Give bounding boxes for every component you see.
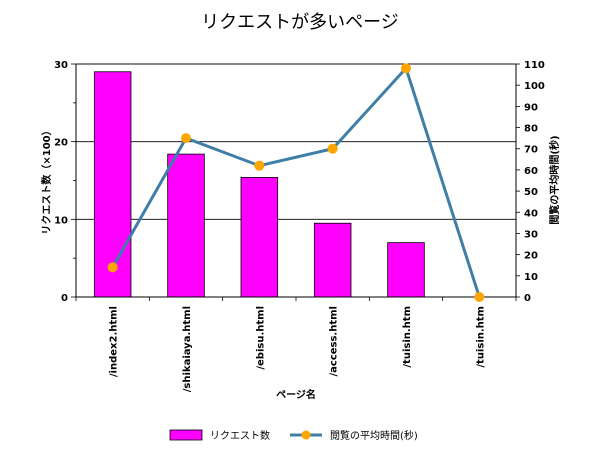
bar <box>93 71 132 298</box>
line-point <box>401 63 411 74</box>
x-tick-labels: /index2.html/shikaiaya.html/ebisu.html/a… <box>109 306 487 392</box>
y-tick-label: 0 <box>61 293 68 304</box>
y2-tick-label: 80 <box>524 124 538 135</box>
legend: リクエスト数 閲覧の平均時間(秒) <box>169 429 418 442</box>
series-line <box>111 65 481 298</box>
y-tick-label: 20 <box>54 138 68 149</box>
y2-tick-label: 50 <box>524 187 538 198</box>
y2-tick-label: 40 <box>524 208 538 219</box>
y2-tick-label: 10 <box>524 272 538 283</box>
chart-title: リクエストが多いページ <box>201 12 399 33</box>
bar <box>387 242 425 298</box>
bar-series <box>93 71 425 298</box>
legend-bar-label: リクエスト数 <box>210 429 270 442</box>
bar <box>240 176 279 298</box>
y-axis-label: リクエスト数（×100） <box>40 125 53 234</box>
legend-line-marker <box>301 430 311 440</box>
y2-tick-labels: 0 10 20 30 40 50 60 70 80 90 100 110 <box>524 60 545 304</box>
x-tick-label: /tuisin.htm <box>402 306 413 368</box>
x-tick-label: /ebisu.html <box>255 306 266 370</box>
y2-tick-label: 110 <box>524 60 545 71</box>
y2-tick-label: 90 <box>524 102 538 113</box>
x-tick-label: /index2.html <box>109 306 120 377</box>
y2-tick-label: 60 <box>524 166 538 177</box>
x-tick-label: /shikaiaya.html <box>182 306 193 392</box>
gridlines <box>76 63 516 220</box>
bar <box>313 222 352 298</box>
legend-bar-swatch <box>169 429 203 441</box>
axes <box>71 63 520 301</box>
y-tick-labels: 0 10 20 30 <box>54 60 68 304</box>
line-point <box>181 133 191 144</box>
y-tick-label: 10 <box>54 215 68 226</box>
y2-tick-label: 0 <box>524 293 531 304</box>
line-point <box>327 143 338 154</box>
y-tick-label: 30 <box>54 60 68 71</box>
legend-line-label: 閲覧の平均時間(秒) <box>330 429 418 442</box>
x-tick-label: /access.html <box>329 306 340 377</box>
line-series <box>107 63 485 302</box>
y2-axis-label: 閲覧の平均時間(秒) <box>548 135 561 224</box>
line-point <box>474 292 485 302</box>
x-axis-label: ページ名 <box>276 388 316 401</box>
line-point <box>107 262 118 273</box>
y2-tick-label: 70 <box>524 145 538 156</box>
bar <box>167 153 205 298</box>
y2-tick-label: 100 <box>524 81 545 92</box>
line-point <box>254 160 265 171</box>
y2-tick-label: 30 <box>524 229 538 240</box>
x-tick-label: /tuisin.htm <box>475 306 486 368</box>
y2-tick-label: 20 <box>524 251 538 262</box>
